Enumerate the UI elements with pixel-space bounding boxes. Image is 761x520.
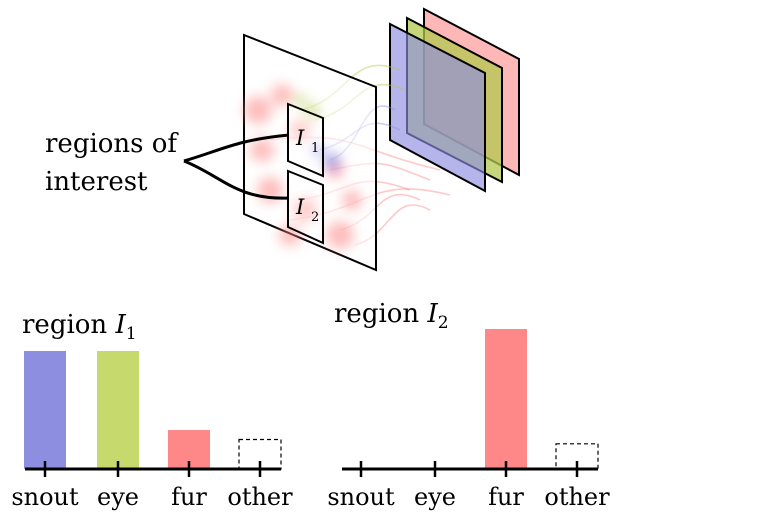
region-2-sub: 2: [311, 210, 319, 225]
annotation-brace-lower: [183, 159, 290, 200]
chart-title-text: region: [22, 310, 115, 340]
heatmap-blob: [326, 221, 354, 249]
chart-title-text: region: [334, 299, 427, 329]
heatmap-blob: [290, 120, 310, 140]
x-tick-label: other: [227, 483, 293, 511]
chart-title-symbol: I: [426, 299, 438, 329]
region-1-box: I 1: [287, 102, 324, 178]
x-tick-label: snout: [11, 483, 79, 511]
bar-snout: [24, 351, 66, 469]
x-tick-label: other: [544, 483, 610, 511]
region-1-symbol: I: [295, 126, 305, 150]
regions-of-interest-annotation: regions of interest: [45, 129, 290, 200]
heatmap-blob: [271, 84, 293, 106]
x-tick-label: fur: [488, 483, 524, 511]
region-2-box: I 2: [287, 169, 324, 245]
chart-title-sub: 2: [438, 313, 449, 333]
region-2-symbol: I: [295, 195, 305, 219]
bar-eye: [97, 351, 139, 469]
region-1-sub: 1: [311, 141, 319, 156]
heatmap-blob: [293, 198, 317, 222]
chart-title: region I2: [334, 299, 449, 333]
heatmap-blob: [294, 94, 306, 106]
x-tick-label: snout: [327, 483, 395, 511]
annotation-line-2: interest: [45, 167, 148, 197]
heatmap-blob: [312, 144, 324, 156]
heatmap-blob: [342, 190, 362, 210]
feature-map-stack: [389, 7, 520, 193]
heatmap-blob: [250, 138, 274, 162]
annotation-brace-upper: [183, 133, 290, 163]
heatmap-blob: [244, 96, 272, 124]
feature-map-blue: [389, 22, 486, 193]
x-tick-label: eye: [414, 483, 456, 511]
x-tick-label: fur: [171, 483, 207, 511]
x-tick-label: eye: [97, 483, 139, 511]
bar-other: [555, 443, 599, 470]
region-2-chart: region I2 snout eye fur other: [327, 299, 610, 511]
chart-title-symbol: I: [114, 310, 126, 340]
chart-title: region I1: [22, 310, 137, 344]
region-1-chart: region I1 snout eye fur other: [11, 310, 293, 511]
chart-title-sub: 1: [126, 324, 137, 344]
heatmap-blob: [323, 153, 341, 171]
annotation-line-1: regions of: [45, 129, 179, 159]
bar-fur: [485, 329, 527, 469]
